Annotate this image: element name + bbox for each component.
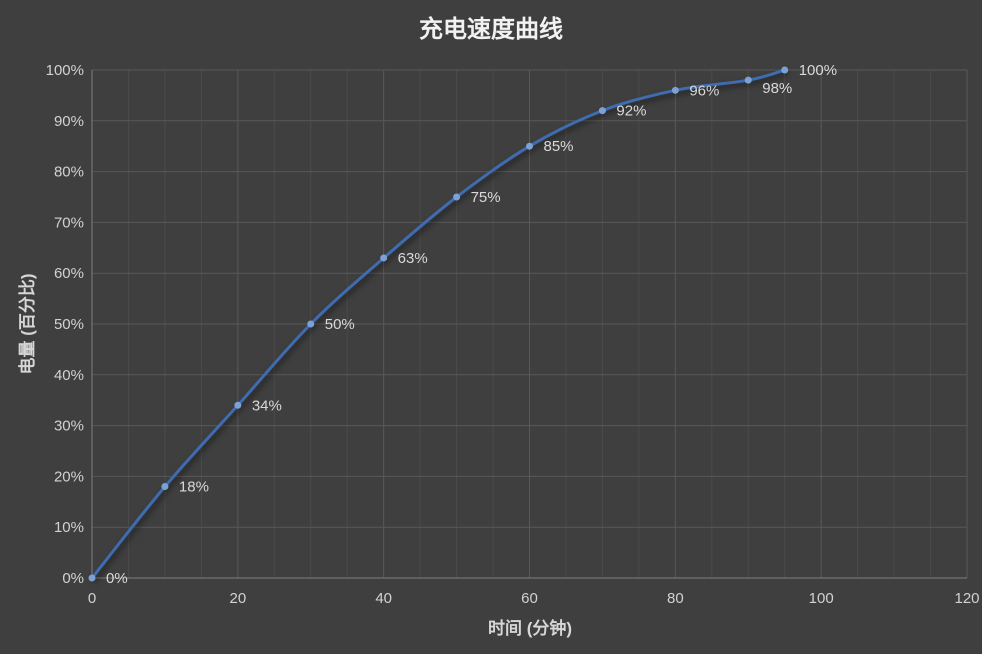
x-tick-label: 100	[809, 590, 834, 607]
y-tick-label: 80%	[54, 164, 84, 181]
x-tick-label: 40	[375, 590, 392, 607]
y-tick-label: 60%	[54, 265, 84, 282]
major-gridlines	[92, 69, 968, 578]
data-point-marker	[526, 142, 533, 150]
y-tick-label: 10%	[54, 519, 84, 536]
data-point-label: 75%	[471, 189, 501, 206]
data-point-label: 34%	[252, 397, 282, 414]
x-tick-label: 80	[667, 590, 684, 607]
data-point-marker	[781, 66, 789, 74]
x-tick-label: 20	[229, 590, 246, 607]
data-point-marker	[598, 107, 606, 115]
data-point-label: 92%	[616, 103, 646, 120]
y-tick-label: 20%	[54, 468, 84, 485]
data-point-label: 96%	[689, 82, 719, 99]
tick-labels: 0 20 40 60 80 100 120 0% 10% 20% 30% 40% 50% 60% 70% 80…	[46, 62, 980, 607]
data-point-label: 50%	[325, 316, 355, 333]
axis-lines	[91, 70, 967, 579]
data-point-marker	[380, 254, 388, 262]
data-point-labels: 0% 18% 34% 50% 63% 75% 85% 92% 96% 98% 100%	[106, 62, 837, 587]
y-tick-label: 50%	[54, 316, 84, 333]
x-tick-label: 0	[88, 590, 96, 607]
data-point-label: 85%	[544, 138, 574, 155]
data-point-label: 98%	[762, 80, 792, 97]
data-point-marker	[744, 76, 752, 84]
data-point-marker	[234, 401, 242, 409]
x-tick-label: 60	[521, 590, 538, 607]
data-point-label: 0%	[106, 570, 128, 587]
data-point-label: 100%	[799, 62, 837, 79]
data-point-marker	[88, 574, 96, 582]
x-axis-title: 时间 (分钟)	[488, 618, 572, 638]
data-point-marker	[671, 86, 679, 94]
y-tick-label: 0%	[62, 570, 84, 587]
y-tick-label: 40%	[54, 367, 84, 384]
y-tick-label: 30%	[54, 418, 84, 435]
y-tick-label: 100%	[46, 62, 84, 79]
data-point-label: 18%	[179, 479, 209, 496]
data-point-marker	[161, 483, 169, 491]
chart-title: 充电速度曲线	[419, 15, 563, 43]
data-point-marker	[453, 193, 461, 201]
data-point-markers	[88, 66, 789, 582]
data-point-marker	[307, 320, 315, 328]
y-axis-title: 电量 (百分比)	[17, 273, 37, 374]
y-tick-label: 70%	[54, 214, 84, 231]
x-tick-label: 120	[954, 590, 979, 607]
data-point-label: 63%	[398, 250, 428, 267]
y-tick-label: 90%	[54, 113, 84, 130]
